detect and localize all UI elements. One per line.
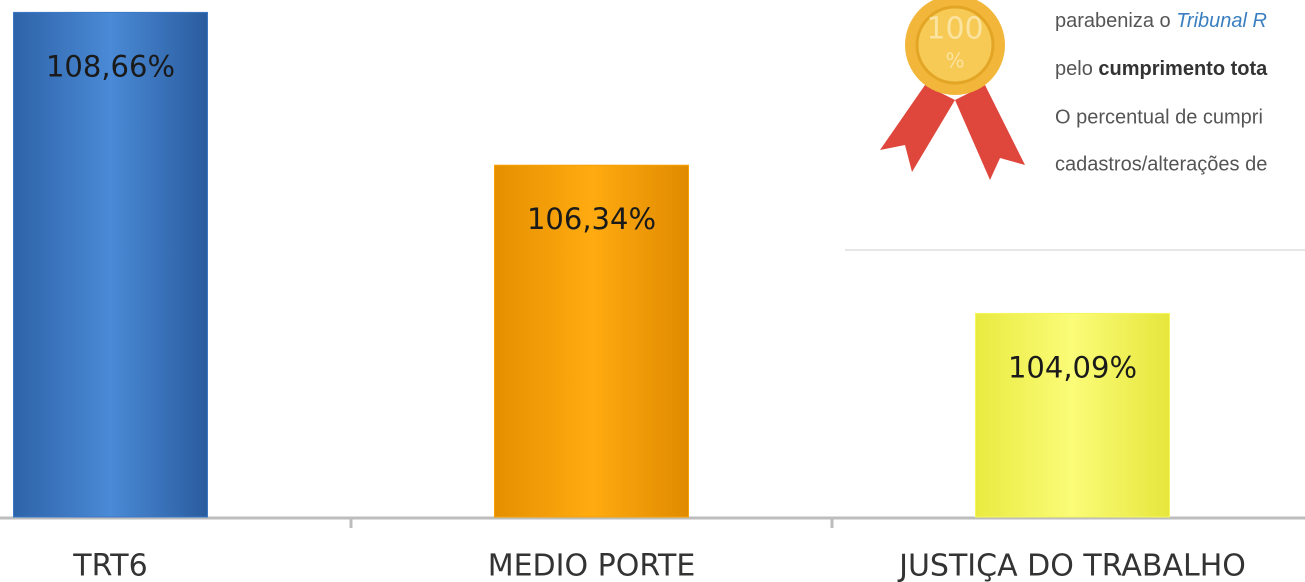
x-tick-label: JUSTIÇA DO TRABALHO — [897, 549, 1246, 582]
bar — [494, 164, 689, 518]
note-line: pelo cumprimento tota — [1055, 58, 1268, 80]
note-line: O percentual de cumpri — [1055, 106, 1263, 128]
note-text: parabeniza o — [1055, 10, 1176, 32]
x-tick-label: TRT6 — [72, 549, 147, 582]
note-text: pelo — [1055, 58, 1098, 80]
value-label: 108,66% — [46, 49, 175, 83]
badge: 100 % — [880, 0, 1025, 180]
bar — [975, 312, 1170, 518]
note-line: cadastros/alterações de — [1055, 153, 1267, 175]
note-text: Tribunal R — [1176, 10, 1267, 32]
value-label: 106,34% — [527, 202, 656, 236]
x-tick-label: MEDIO PORTE — [488, 549, 696, 582]
note-text: cumprimento tota — [1098, 58, 1268, 80]
note-line: parabeniza o Tribunal R — [1055, 10, 1267, 32]
bar — [13, 11, 208, 518]
badge-number: 100 — [926, 12, 983, 47]
value-label: 104,09% — [1008, 350, 1137, 384]
badge-symbol: % — [945, 49, 964, 73]
